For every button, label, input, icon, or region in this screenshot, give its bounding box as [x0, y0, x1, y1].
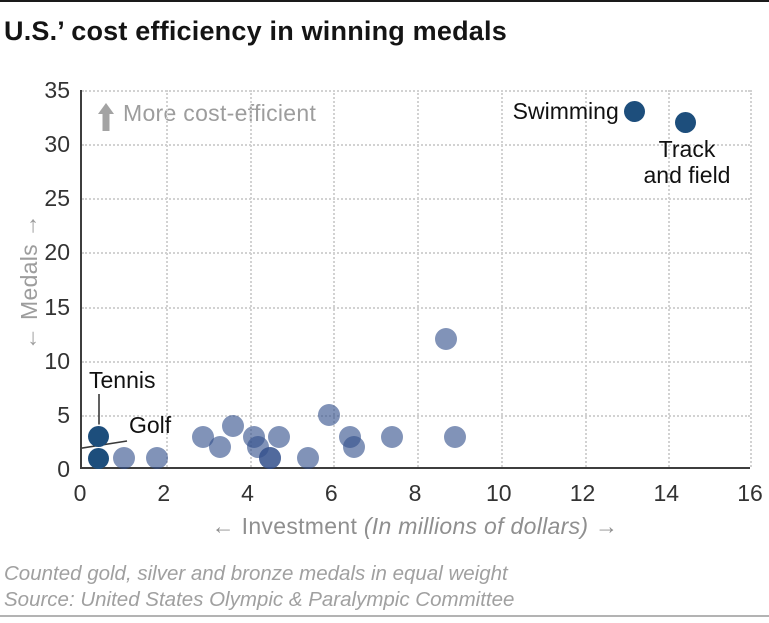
chart-footer: Counted gold, silver and bronze medals i…: [4, 561, 764, 613]
x-tick-label-8: 8: [408, 480, 422, 506]
gridline-x-2: [165, 90, 168, 467]
gridline-x-14: [668, 90, 671, 467]
x-tick-label-12: 12: [569, 480, 596, 506]
data-point-swimming: [624, 101, 646, 123]
data-point: [221, 414, 244, 437]
gridline-y-20: [82, 252, 750, 255]
x-axis-title-units: (In millions of dollars): [363, 513, 589, 539]
x-tick-label-4: 4: [241, 480, 254, 506]
gridline-x-8: [417, 90, 419, 467]
x-axis-title-arrow: →: [588, 513, 619, 539]
y-tick-label-35: 35: [44, 77, 70, 103]
scatter-plot-area: More cost-efficient Tennis Golf Swimming Tr…: [80, 90, 752, 470]
point-label-golf: Golf: [129, 412, 172, 438]
data-point: [297, 447, 320, 470]
gridline-x-10: [500, 90, 503, 467]
data-point: [146, 447, 169, 470]
point-label-tennis: Tennis: [89, 367, 156, 393]
x-tick-label-0: 0: [73, 480, 87, 506]
page-title: U.S.’ cost efficiency in winning medals: [4, 16, 507, 46]
x-tick-label-6: 6: [324, 480, 338, 506]
data-point: [343, 436, 366, 459]
data-point: [259, 447, 282, 470]
gridline-x-6: [333, 90, 336, 467]
y-tick-label-15: 15: [44, 293, 70, 320]
footer-note: Counted gold, silver and bronze medals i…: [4, 562, 508, 585]
y-tick-label-20: 20: [44, 239, 70, 266]
data-point: [318, 403, 341, 426]
up-arrow-icon: [98, 103, 114, 131]
data-point: [443, 425, 466, 448]
y-tick-label-0: 0: [57, 456, 70, 482]
gridline-y-10: [82, 360, 750, 363]
data-point: [267, 425, 290, 448]
x-tick-label-10: 10: [485, 480, 512, 506]
x-axis-title: ← Investment (In millions of dollars) →: [80, 513, 750, 540]
data-point: [112, 447, 135, 470]
y-tick-label-5: 5: [57, 401, 70, 428]
footer-source: Source: United States Olympic & Paralymp…: [4, 588, 515, 612]
x-axis-title-text: ← Investment: [211, 513, 364, 539]
data-point-tennis: [88, 426, 110, 447]
gridline-y-15: [82, 306, 750, 309]
data-point: [209, 436, 232, 459]
data-point: [435, 328, 458, 351]
point-label-swimming: Swimming: [512, 97, 619, 124]
gridline-y-35: [82, 90, 750, 92]
gridline-x-16: [750, 90, 752, 467]
data-point: [380, 425, 403, 448]
x-tick-label-16: 16: [737, 480, 763, 506]
gridline-y-30: [82, 144, 750, 147]
data-point-golf: [88, 447, 110, 469]
cost-efficient-annotation: More cost-efficient: [98, 100, 316, 131]
point-label-track-and-field: Track and field: [643, 136, 731, 189]
y-tick-label-25: 25: [44, 185, 70, 212]
data-point: [192, 425, 215, 448]
gridline-y-25: [82, 198, 750, 201]
data-point-track-and-field: [674, 111, 696, 133]
annotation-text: More cost-efficient: [123, 100, 317, 126]
y-tick-label-30: 30: [44, 131, 70, 158]
x-tick-label-2: 2: [157, 480, 171, 506]
gridline-x-12: [584, 90, 587, 467]
y-tick-label-10: 10: [44, 347, 70, 374]
top-rule: [0, 0, 769, 2]
bottom-rule: [0, 615, 769, 617]
gridline-y-5: [82, 414, 750, 417]
gridline-x-4: [249, 90, 252, 467]
x-tick-label-14: 14: [653, 480, 680, 506]
